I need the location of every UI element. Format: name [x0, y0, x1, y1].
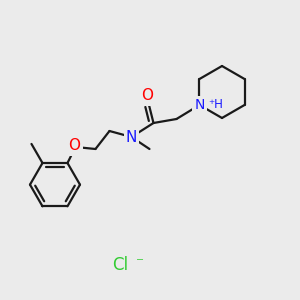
- Text: ⁺H: ⁺H: [208, 98, 224, 110]
- Text: Cl: Cl: [112, 256, 128, 274]
- Text: ⁻: ⁻: [136, 256, 144, 271]
- Text: N: N: [194, 98, 205, 112]
- Text: O: O: [68, 139, 80, 154]
- Text: N: N: [126, 130, 137, 145]
- Text: O: O: [142, 88, 154, 104]
